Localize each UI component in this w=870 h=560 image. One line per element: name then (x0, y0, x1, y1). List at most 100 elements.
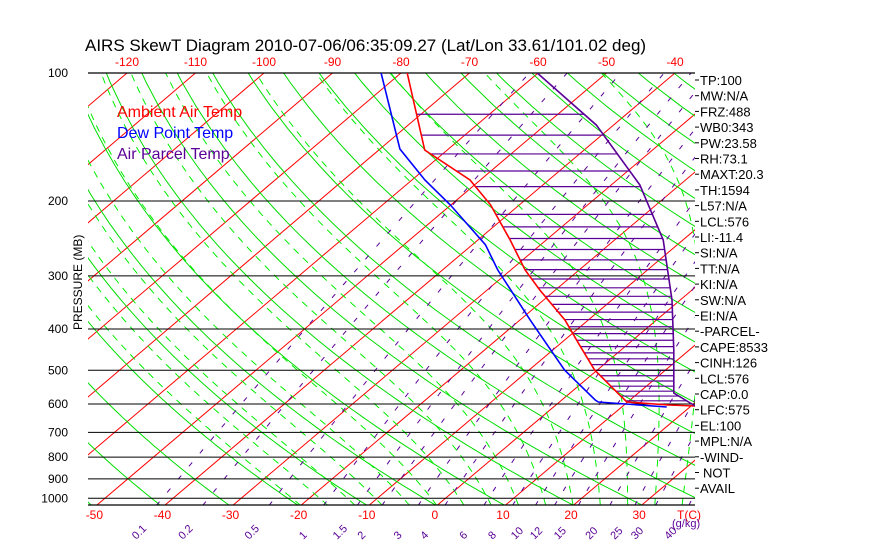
y-axis-label: PRESSURE (MB) (71, 235, 85, 330)
moist-adiabat-line (315, 73, 601, 505)
moist-adiabat-line (100, 73, 465, 505)
pressure-tick-label: 600 (48, 397, 68, 411)
top-temp-tick-label: -40 (666, 55, 684, 69)
dry-adiabat-line (88, 442, 161, 505)
dry-adiabat-line (318, 73, 695, 373)
mixing-ratio-line (554, 285, 695, 505)
isotherm-line (88, 73, 333, 282)
index-label: EL:100 (700, 418, 741, 433)
mixing-ratio-label: 1.5 (331, 523, 350, 542)
isotherm-line (96, 73, 607, 505)
pressure-tick-label: 400 (48, 322, 68, 336)
mixing-ratio-line (323, 73, 665, 505)
mixing-ratio-line (444, 156, 695, 505)
index-label: NOT (703, 466, 731, 481)
index-label: MW:N/A (700, 89, 748, 104)
moist-adiabat-line (206, 73, 547, 505)
mixing-ratio-line (202, 73, 568, 505)
mixing-ratio-label: 0.5 (243, 523, 262, 542)
index-label: KI:N/A (700, 277, 738, 292)
pressure-tick-label: 900 (48, 472, 68, 486)
pressure-tick-label: 800 (48, 450, 68, 464)
index-label: TT:N/A (700, 261, 740, 276)
isotherm-line (88, 73, 196, 166)
mixing-ratio-line (577, 316, 695, 505)
top-temp-tick-label: -70 (461, 55, 479, 69)
parcel-temp-line (536, 73, 695, 407)
legend-ambient: Ambient Air Temp (117, 104, 242, 121)
bottom-temp-tick-label: 20 (564, 508, 578, 522)
bottom-temp-tick-label: 30 (632, 508, 646, 522)
index-label: MAXT:20.3 (700, 167, 764, 182)
isotherm-line (88, 73, 470, 398)
mixing-ratio-line (609, 361, 695, 505)
x-axis-label: T(C) (677, 508, 701, 522)
isotherm-line (368, 229, 695, 505)
mixing-ratio-line (381, 91, 695, 505)
moist-adiabat-line (88, 240, 356, 505)
dry-adiabat-line (353, 73, 695, 343)
moist-adiabat-line (88, 304, 301, 505)
mixing-ratio-label: 10 (509, 525, 526, 542)
dry-adiabat-line (787, 54, 870, 508)
index-label: CINH:126 (700, 356, 757, 371)
index-label: WB0:343 (700, 120, 753, 135)
isotherm-line (88, 73, 265, 224)
mixing-ratio-line (535, 261, 695, 505)
mixing-ratio-label: 8 (486, 529, 499, 542)
top-temp-tick-label: -80 (392, 55, 410, 69)
pressure-tick-label: 700 (48, 425, 68, 439)
top-temp-tick-label: -100 (252, 55, 276, 69)
mixing-ratio-label: 12 (528, 525, 545, 542)
chart-title: AIRS SkewT Diagram 2010-07-06/06:35:09.2… (85, 36, 646, 55)
mixing-ratio-line (483, 199, 695, 505)
mixing-ratio-line (634, 399, 695, 505)
profiles (380, 73, 695, 408)
index-label: MPL:N/A (700, 434, 752, 449)
dry-adiabat-line (821, 54, 870, 508)
top-temp-tick-label: -50 (598, 55, 616, 69)
mixing-ratio-label: 20 (583, 525, 600, 542)
index-label: TH:1594 (700, 183, 750, 198)
dry-adiabat-line (88, 188, 437, 505)
dry-adiabat-line (424, 73, 695, 284)
index-label: FRZ:488 (700, 104, 751, 119)
bottom-temp-tick-label: -50 (86, 508, 104, 522)
isotherm-line (164, 73, 676, 505)
isotherm-line (0, 73, 59, 506)
mixing-ratio-label: 15 (552, 525, 569, 542)
dry-adiabat-line (856, 54, 870, 508)
legend-parcel: Air Parcel Temp (117, 146, 230, 163)
moist-adiabat-line (130, 73, 492, 505)
index-label: -WIND- (700, 450, 743, 465)
mixing-ratio-label: 0.1 (130, 523, 149, 542)
pressure-tick-label: 300 (48, 269, 68, 283)
bottom-temp-tick-label: 10 (496, 508, 510, 522)
bottom-temp-tick-label: -30 (222, 508, 240, 522)
index-label: LI:-11.4 (700, 230, 743, 245)
index-label: -PARCEL- (700, 324, 760, 339)
dry-adiabat-line (283, 73, 695, 403)
dry-adiabat-line (389, 73, 695, 313)
isotherm-line (88, 73, 402, 340)
dry-adiabat-line (212, 73, 695, 466)
isotherm-line (88, 73, 539, 456)
top-temp-tick-label: -60 (529, 55, 547, 69)
dry-adiabat-line (88, 320, 299, 505)
mixing-ratio-line (268, 73, 621, 505)
dry-adiabat-line (247, 73, 695, 435)
moist-adiabat-line (255, 73, 574, 505)
moist-adiabat-line (165, 73, 519, 505)
pressure-lines (88, 72, 695, 506)
index-label: L57:N/A (700, 199, 747, 214)
index-label: EI:N/A (700, 309, 738, 324)
bottom-temp-tick-label: 0 (432, 508, 439, 522)
bottom-temp-tick-label: -20 (290, 508, 308, 522)
isotherm-line (436, 286, 695, 505)
mixing-ratio-label: 30 (629, 525, 646, 542)
legend: Ambient Air Temp Dew Point Temp Air Parc… (117, 104, 242, 163)
mixing-ratio-label: 2 (356, 529, 369, 542)
dry-adiabat-line (460, 73, 695, 256)
